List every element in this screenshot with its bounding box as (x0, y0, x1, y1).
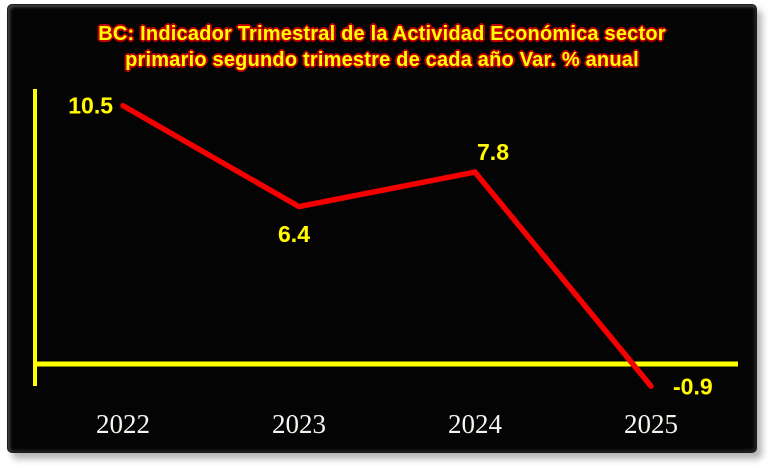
plot-area: 10.5 6.4 7.8 -0.9 2022 2023 2024 2025 (8, 5, 758, 454)
chart-title-line-1: BC: Indicador Trimestral de la Actividad… (98, 23, 666, 45)
x-axis-label-2024: 2024 (448, 409, 502, 439)
chart-title: BC: Indicador Trimestral de la Actividad… (8, 21, 756, 73)
chart-title-line-2: primario segundo trimestre de cada año V… (125, 49, 639, 71)
data-point-label-2022: 10.5 (68, 92, 113, 119)
x-axis-label-2022: 2022 (96, 409, 150, 439)
line-chart-svg (33, 89, 738, 389)
x-axis-label-2025: 2025 (624, 409, 678, 439)
data-point-label-2025: -0.9 (673, 373, 713, 400)
data-point-label-2023: 6.4 (278, 220, 310, 247)
data-series-line (120, 102, 654, 389)
chart-frame: BC: Indicador Trimestral de la Actividad… (7, 4, 757, 453)
x-axis-label-2023: 2023 (272, 409, 326, 439)
data-point-label-2024: 7.8 (477, 139, 509, 166)
